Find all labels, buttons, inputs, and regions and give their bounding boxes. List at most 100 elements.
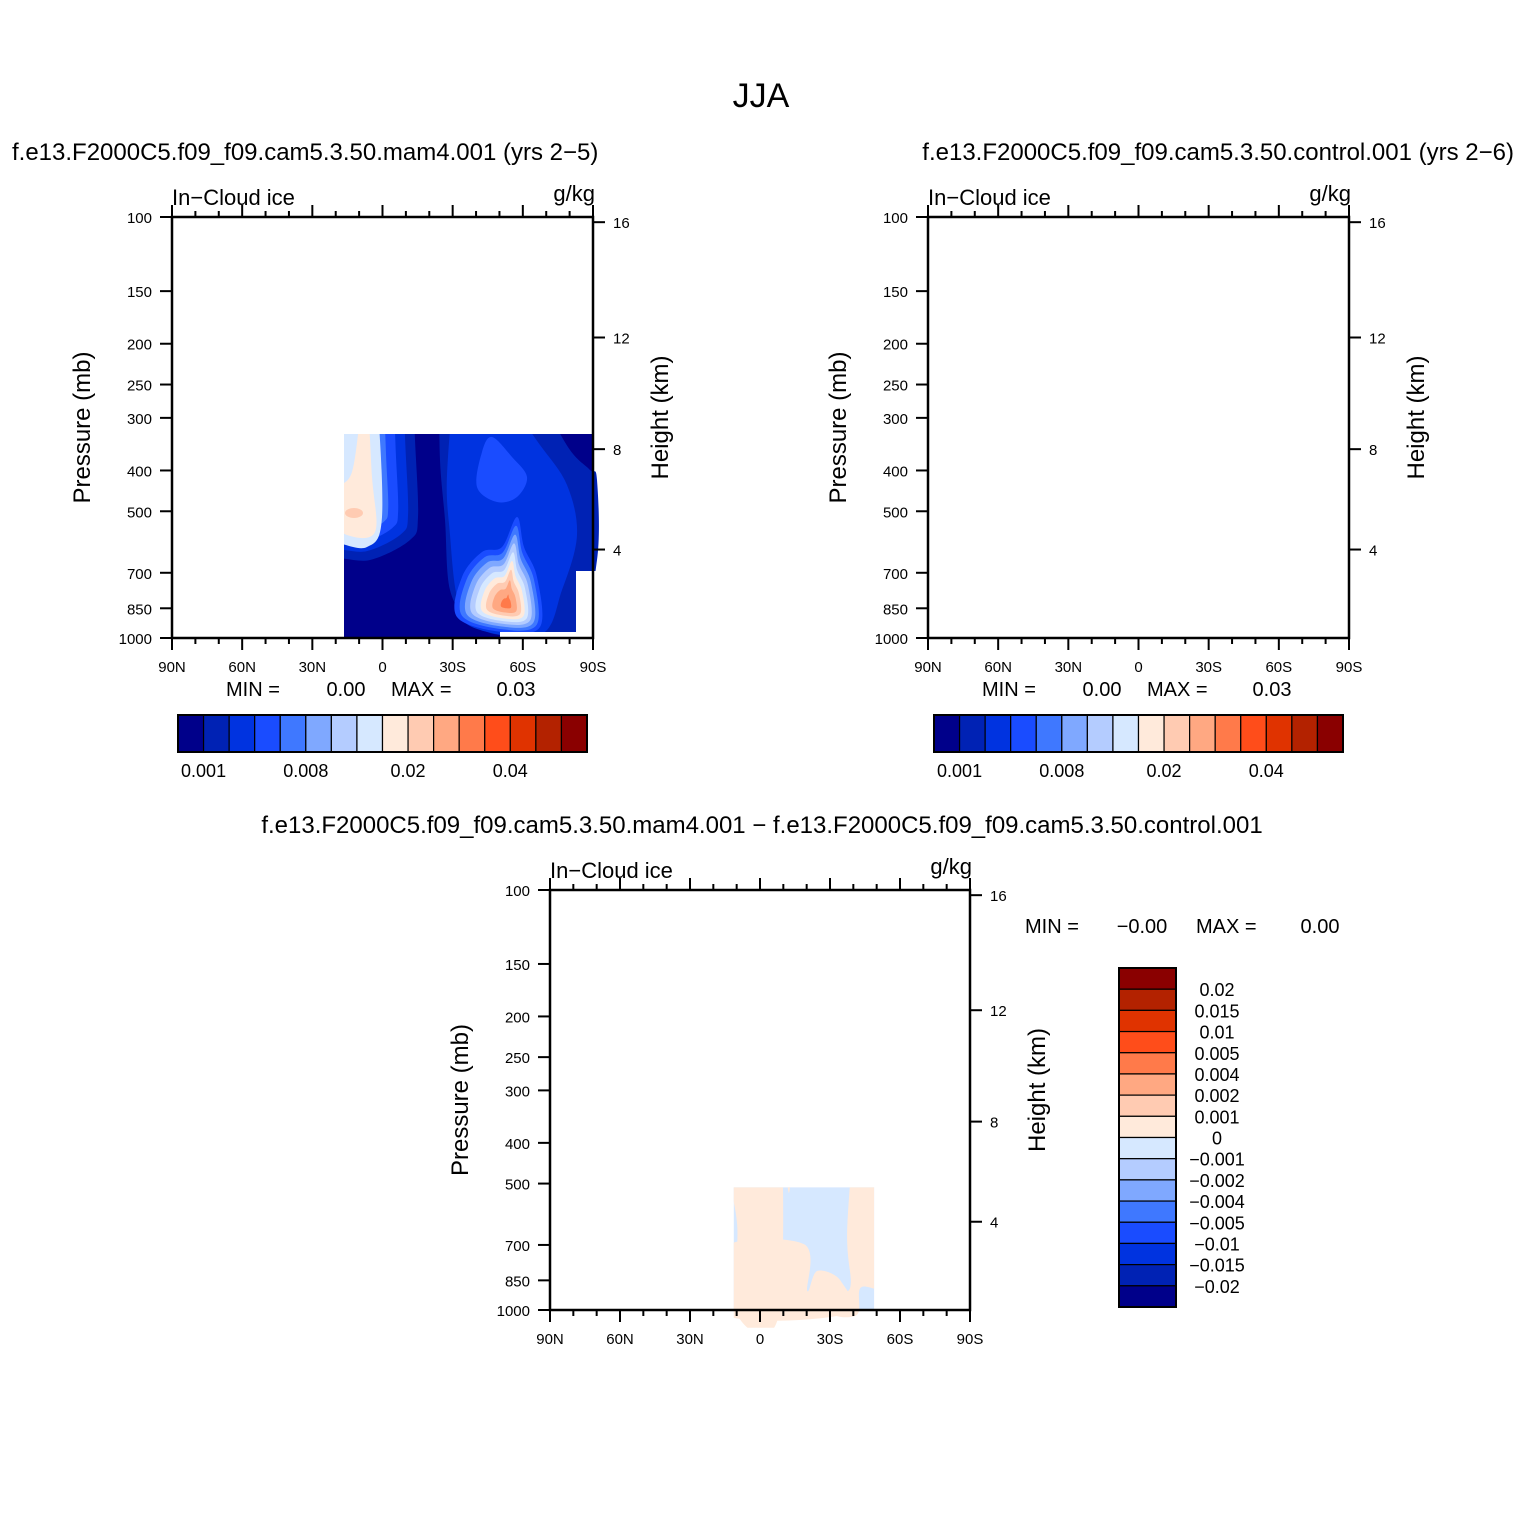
colorbar-box [1316, 714, 1344, 753]
y-tick-label: 150 [127, 284, 152, 301]
colorbar-label: 0.002 [1194, 1086, 1239, 1106]
contour-level [1042, 412, 1127, 535]
contour-level [1248, 580, 1273, 613]
colorbar-box [1118, 1136, 1177, 1160]
y-tick-label: 200 [883, 337, 908, 354]
y-tick-label: 100 [883, 210, 908, 227]
y-tick-label: 300 [883, 411, 908, 428]
colorbar-label: 0.02 [391, 761, 426, 781]
y-tick-label: 150 [505, 957, 530, 974]
colorbar-box [305, 714, 332, 753]
contour-level [1242, 570, 1277, 617]
y2-tick-label: 4 [1369, 543, 1377, 560]
x-tick-label: 90N [914, 659, 942, 676]
min-value: −0.00 [1117, 916, 1168, 938]
contour-level [1231, 552, 1284, 622]
contour-level [733, 1238, 853, 1321]
colorbar-box [1061, 714, 1088, 753]
colorbar-label: 0 [1212, 1129, 1222, 1149]
x-tick-label: 90N [158, 659, 186, 676]
colorbar: 0.001 0.008 0.02 0.04 [177, 714, 588, 781]
colorbar-label: 0.04 [493, 761, 528, 781]
contour-panel-1: 90N 60N 30N 0 30S 60S 90S 100 150 200 250 300 400 500… [825, 181, 1430, 781]
colorbar-box [1118, 1285, 1177, 1308]
contour-background [928, 217, 1349, 638]
colorbar-box [1118, 988, 1177, 1011]
contour-level [1210, 517, 1298, 634]
colorbar-frame [933, 714, 1344, 753]
x-tick-label: 0 [756, 1331, 764, 1348]
contour-level [546, 1083, 557, 1223]
x-tick-label: 0 [1134, 659, 1142, 676]
y-tick-label: 100 [505, 883, 530, 900]
y2-tick-label: 8 [990, 1115, 998, 1132]
colorbar-box [1010, 714, 1037, 753]
colorbar-box [1118, 1242, 1177, 1266]
y-tick-label: 850 [127, 601, 152, 618]
colorbar-box [254, 714, 281, 753]
colorbar: 0.001 0.008 0.02 0.04 [933, 714, 1344, 781]
colorbar-label: −0.015 [1189, 1256, 1245, 1276]
colorbar-box [509, 714, 537, 753]
colorbar-box [1214, 714, 1242, 753]
contour-level [833, 1187, 875, 1318]
contour-level [1237, 561, 1281, 619]
y-axis-label: Pressure (mb) [825, 351, 852, 503]
contour-level [599, 888, 620, 963]
colorbar-label: 0.02 [1147, 761, 1182, 781]
y-axis-label: Pressure (mb) [447, 1024, 474, 1176]
contour-level [685, 1137, 690, 1174]
colorbar-box [177, 714, 205, 753]
colorbar-frame [177, 714, 588, 753]
colorbar-box [1118, 1158, 1177, 1181]
panel-title: f.e13.F2000C5.f09_f09.cam5.3.50.control.… [922, 139, 1514, 166]
variable-label: In−Cloud ice [172, 185, 295, 210]
contour-level [544, 957, 687, 1319]
x-tick-label: 90S [1336, 659, 1363, 676]
contour-level [1232, 437, 1283, 503]
colorbar-box [1118, 1221, 1177, 1245]
units-label: g/kg [553, 181, 595, 206]
max-value: 0.03 [1253, 679, 1292, 701]
colorbar-box [1118, 1115, 1177, 1139]
x-tick-label: 60S [887, 1331, 914, 1348]
colorbar-box [1118, 1052, 1177, 1075]
y2-tick-label: 8 [1369, 442, 1377, 459]
y2-tick-label: 12 [1369, 331, 1386, 348]
x-tick-label: 60N [606, 1331, 634, 1348]
contour-level [944, 276, 1164, 596]
colorbar-box [407, 714, 435, 753]
colorbar-box [1035, 714, 1063, 753]
min-label: MIN = [982, 679, 1036, 701]
x-tick-label: 30S [439, 659, 466, 676]
y-axis-label: Pressure (mb) [69, 351, 96, 503]
colorbar-box [202, 714, 230, 753]
y-tick-label: 850 [505, 1273, 530, 1290]
colorbar-box [1118, 967, 1177, 990]
x-tick-label: 60S [1265, 659, 1292, 676]
x-tick-label: 30N [1055, 659, 1083, 676]
y2-tick-label: 16 [990, 888, 1007, 905]
contour-level [918, 240, 1174, 612]
colorbar-label: 0.008 [1039, 761, 1084, 781]
y-tick-label: 250 [505, 1050, 530, 1067]
y-tick-label: 400 [127, 463, 152, 480]
max-label: MAX = [1196, 916, 1257, 938]
colorbar-box [1118, 1179, 1177, 1202]
x-tick-label: 0 [378, 659, 386, 676]
colorbar-box [458, 714, 486, 753]
colorbar-label: −0.001 [1189, 1150, 1245, 1170]
colorbar-label: −0.004 [1189, 1192, 1245, 1212]
x-tick-label: 30S [817, 1331, 844, 1348]
colorbar-label: 0.008 [283, 761, 328, 781]
y-tick-label: 1000 [497, 1303, 530, 1320]
colorbar-label: 0.015 [1194, 1001, 1239, 1021]
colorbar-box [535, 714, 563, 753]
colorbar-label: 0.001 [937, 761, 982, 781]
y2-tick-label: 8 [613, 442, 621, 459]
y-tick-label: 200 [127, 337, 152, 354]
x-tick-label: 30N [299, 659, 327, 676]
colorbar-box [1118, 1264, 1177, 1287]
contour-level [1020, 381, 1135, 548]
colorbar-box [1118, 1200, 1177, 1223]
